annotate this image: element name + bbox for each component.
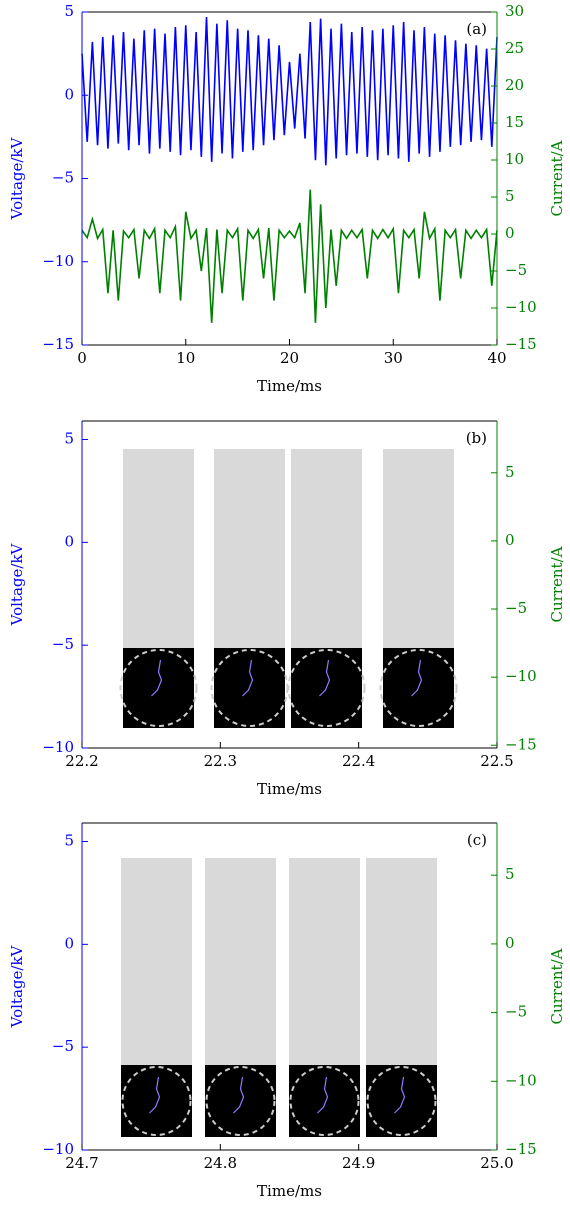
photo-circle: [366, 1066, 437, 1136]
y2-tick-label: −15: [505, 335, 537, 353]
y-tick-label: −10: [42, 252, 74, 270]
x-tick-label: 22.2: [65, 752, 98, 770]
y-tick-label: −10: [42, 738, 74, 756]
x-axis-title: Time/ms: [257, 1182, 322, 1200]
image-placeholder: [289, 858, 360, 1065]
y-tick-label: 5: [64, 2, 74, 20]
y2-tick-label: 30: [505, 2, 524, 20]
y-axis-title: Voltage/kV: [8, 542, 26, 626]
discharge-photo: [366, 1065, 437, 1137]
x-tick-label: 22.4: [342, 752, 375, 770]
y2-tick-label: −5: [505, 1003, 527, 1021]
discharge-channel: [394, 1076, 406, 1114]
x-tick-label: 22.3: [204, 752, 237, 770]
y2-tick-label: 20: [505, 76, 524, 94]
discharge-channel: [151, 659, 163, 697]
data-line: [81, 189, 498, 323]
y-tick-label: −5: [52, 635, 74, 653]
y-tick-label: 0: [64, 532, 74, 550]
y-tick-label: 0: [64, 934, 74, 952]
y-tick-label: −5: [52, 169, 74, 187]
y-tick-label: 5: [64, 430, 74, 448]
y-tick-label: 5: [64, 832, 74, 850]
discharge-channel: [242, 659, 254, 697]
x-tick-label: 30: [384, 349, 403, 367]
panel-label: (a): [466, 20, 487, 38]
y2-tick-label: 15: [505, 113, 524, 131]
discharge-channel: [233, 1076, 245, 1114]
photo-circle: [205, 1066, 276, 1136]
data-line: [81, 16, 498, 166]
x-tick-label: 25.0: [480, 1154, 513, 1172]
photo-circle: [289, 1066, 360, 1136]
x-axis-title: Time/ms: [257, 780, 322, 798]
x-tick-label: 0: [77, 349, 87, 367]
y-tick-label: −15: [42, 335, 74, 353]
photo-circle: [287, 649, 366, 727]
y2-tick-label: 0: [505, 224, 515, 242]
image-placeholder: [205, 858, 276, 1065]
y2-tick-label: −5: [505, 261, 527, 279]
discharge-photo: [289, 1065, 360, 1137]
y2-tick-label: −10: [505, 667, 537, 685]
x-tick-label: 24.7: [65, 1154, 98, 1172]
y-tick-label: −10: [42, 1140, 74, 1158]
x-tick-label: 40: [487, 349, 506, 367]
y2-tick-label: −10: [505, 298, 537, 316]
y2-tick-label: 25: [505, 39, 524, 57]
discharge-channel: [149, 1076, 161, 1114]
y2-tick-label: 5: [505, 865, 515, 883]
y2-tick-label: −15: [505, 735, 537, 753]
y2-tick-label: −10: [505, 1071, 537, 1089]
photo-circle: [121, 1066, 192, 1136]
x-axis-title: Time/ms: [257, 377, 322, 395]
y2-tick-label: −15: [505, 1140, 537, 1158]
y2-tick-label: 0: [505, 934, 515, 952]
y2-tick-label: 0: [505, 531, 515, 549]
panel-label: (c): [467, 831, 487, 849]
discharge-photo: [121, 1065, 192, 1137]
y-tick-label: 0: [64, 85, 74, 103]
y-tick-label: −5: [52, 1037, 74, 1055]
y2-axis-title: Current/A: [548, 140, 566, 216]
x-tick-label: 24.9: [342, 1154, 375, 1172]
photo-circle: [379, 649, 458, 727]
x-tick-label: 24.8: [204, 1154, 237, 1172]
y2-axis-title: Current/A: [548, 546, 566, 622]
image-placeholder: [291, 449, 362, 648]
discharge-channel: [317, 1076, 329, 1114]
y2-tick-label: 10: [505, 150, 524, 168]
x-tick-label: 10: [176, 349, 195, 367]
discharge-photo: [205, 1065, 276, 1137]
y2-tick-label: −5: [505, 599, 527, 617]
image-placeholder: [123, 449, 194, 648]
y2-axis-title: Current/A: [548, 948, 566, 1024]
y2-tick-label: 5: [505, 463, 515, 481]
y-axis-title: Voltage/kV: [8, 136, 26, 220]
x-tick-label: 20: [280, 349, 299, 367]
discharge-channel: [411, 659, 423, 697]
y2-tick-label: 5: [505, 187, 515, 205]
image-placeholder: [121, 858, 192, 1065]
photo-circle: [119, 649, 198, 727]
image-placeholder: [366, 858, 437, 1065]
image-placeholder: [214, 449, 285, 648]
discharge-channel: [319, 659, 331, 697]
y-axis-title: Voltage/kV: [8, 944, 26, 1028]
x-tick-label: 22.5: [480, 752, 513, 770]
image-placeholder: [383, 449, 454, 648]
panel-label: (b): [466, 429, 487, 447]
